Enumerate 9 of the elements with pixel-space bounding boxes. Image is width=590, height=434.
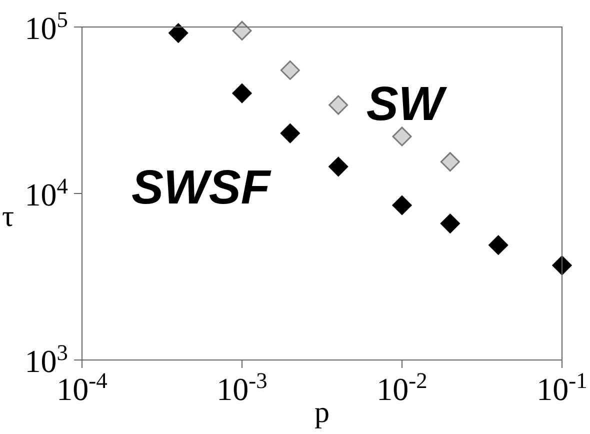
x-tick-label: 10$^{-3}$: [216, 368, 268, 407]
y-tick-label: 10$^{5}$: [24, 6, 68, 46]
x-tick-label: 10$^{-2}$: [376, 368, 428, 407]
y-tick-label: 10$^{4}$: [24, 173, 68, 212]
x-axis-title: p: [314, 396, 330, 429]
x-tick-label: 10$^{-1}$: [536, 368, 588, 407]
y-axis-title: τ: [2, 200, 14, 234]
series-label: SWSF: [132, 161, 272, 214]
series-label: SW: [366, 78, 448, 132]
